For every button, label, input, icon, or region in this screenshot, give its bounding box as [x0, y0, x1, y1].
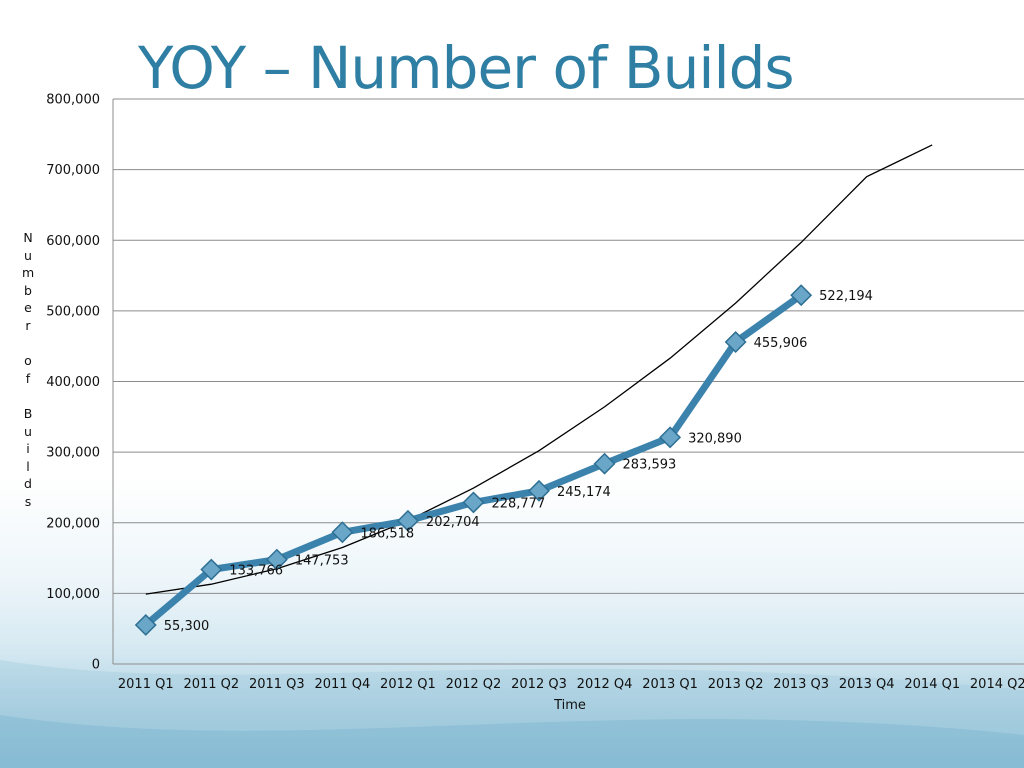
data-labels-group: 55,300 133,766 147,753 186,518 202,704 228,77… [164, 289, 873, 634]
x-tick-label: 2013 Q4 [839, 677, 895, 692]
data-label: 283,593 [623, 458, 677, 473]
y-tick-label: 300,000 [46, 446, 100, 461]
data-label: 55,300 [164, 619, 210, 634]
y-tick-label: 200,000 [46, 516, 100, 531]
slide-title: YOY – Number of Builds [138, 34, 795, 102]
x-tick-label: 2014 Q2 [970, 677, 1024, 692]
data-point-marker [790, 284, 813, 307]
data-point-marker [593, 452, 616, 475]
data-label: 228,777 [491, 496, 545, 511]
data-label: 245,174 [557, 485, 611, 500]
series-group [134, 284, 813, 636]
data-label: 522,194 [819, 289, 873, 304]
data-point-marker [462, 491, 485, 514]
gridlines [113, 98, 1024, 594]
data-label: 455,906 [754, 336, 808, 351]
trendline-group [145, 144, 933, 595]
y-tick-label: 100,000 [46, 587, 100, 602]
x-tick-label: 2011 Q1 [118, 677, 174, 692]
y-tick-label: 600,000 [46, 234, 100, 249]
x-tick-label: 2011 Q2 [183, 677, 239, 692]
y-axis: 0 100,000 200,000 300,000 400,000 500,000 600,… [46, 93, 114, 673]
data-label: 147,753 [295, 554, 349, 569]
x-axis: 2011 Q1 2011 Q2 2011 Q3 2011 Q4 2012 Q1 2012 … [113, 663, 1024, 692]
x-tick-label: 2012 Q2 [446, 677, 502, 692]
y-tick-label: 400,000 [46, 375, 100, 390]
data-point-marker [528, 479, 550, 502]
data-label: 133,766 [229, 564, 283, 579]
y-tick-label: 0 [92, 658, 100, 673]
y-tick-label: 700,000 [46, 163, 100, 178]
x-tick-label: 2013 Q1 [642, 677, 698, 692]
data-label: 202,704 [426, 515, 480, 530]
data-point-marker [659, 426, 682, 449]
data-point-marker [200, 558, 223, 581]
data-point-marker [134, 613, 157, 636]
trendline [145, 144, 933, 595]
x-tick-label: 2012 Q1 [380, 677, 436, 692]
x-tick-label: 2014 Q1 [904, 677, 960, 692]
data-point-marker [724, 331, 747, 353]
data-label: 186,518 [360, 526, 414, 541]
x-tick-label: 2011 Q3 [249, 677, 305, 692]
data-point-marker [265, 548, 288, 571]
x-tick-label: 2011 Q4 [315, 677, 371, 692]
y-axis-title: N u m b e r o f B u i l d s [22, 230, 35, 509]
x-axis-title: Time [553, 698, 586, 713]
x-tick-label: 2013 Q3 [773, 677, 829, 692]
x-tick-label: 2013 Q2 [708, 677, 764, 692]
y-tick-label: 500,000 [46, 304, 100, 319]
y-tick-label: 800,000 [46, 93, 100, 108]
x-tick-label: 2012 Q3 [511, 677, 567, 692]
data-point-marker [396, 509, 419, 532]
data-label: 320,890 [688, 431, 742, 446]
data-point-marker [331, 521, 354, 544]
x-tick-label: 2012 Q4 [577, 677, 633, 692]
